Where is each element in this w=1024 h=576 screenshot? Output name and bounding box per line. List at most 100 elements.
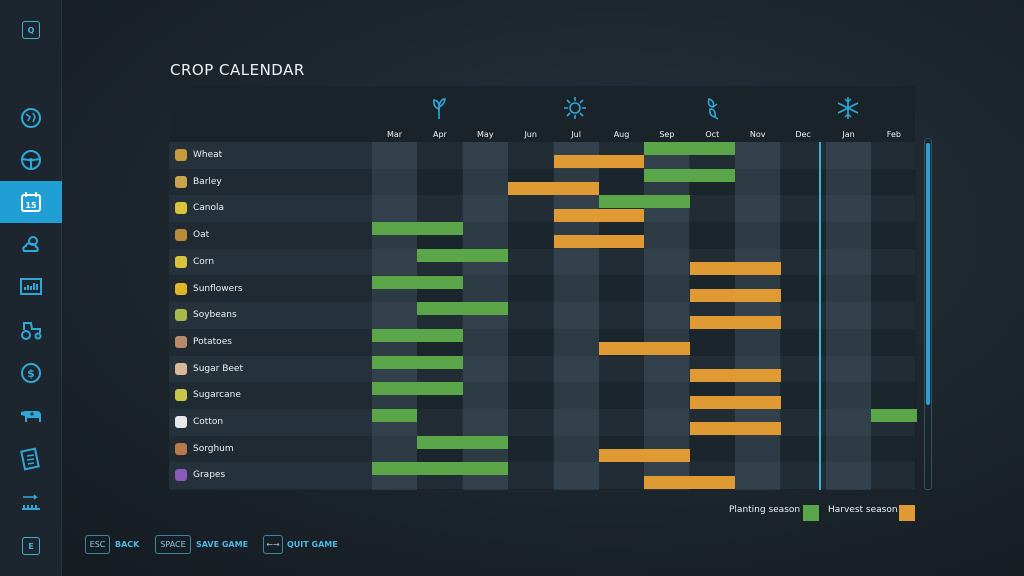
month-column-dec [780, 142, 826, 490]
month-label-may: May [477, 130, 494, 139]
harvest-bar [689, 422, 781, 436]
nav-vehicles[interactable] [0, 139, 62, 181]
oat-icon [175, 229, 187, 242]
month-column-jun [508, 142, 554, 490]
nav-production[interactable] [0, 481, 62, 523]
planting-bar [372, 222, 463, 236]
corn-icon [175, 255, 187, 268]
month-column-apr [417, 142, 463, 490]
calendar-icon: 15 [21, 192, 41, 212]
month-label-dec: Dec [795, 130, 811, 139]
month-label-jun: Jun [524, 130, 537, 139]
crop-row-sugar-beet: Sugar Beet [169, 355, 915, 383]
crop-row-grapes: Grapes [169, 462, 915, 490]
nav-calendar[interactable]: 15 [0, 181, 62, 223]
crop-name: Grapes [193, 470, 226, 481]
nav-weather[interactable] [0, 223, 62, 265]
nav-finances[interactable]: $ [0, 352, 62, 394]
planting-bar [372, 382, 463, 396]
production-icon [22, 494, 40, 510]
planting-bar [599, 195, 690, 209]
legend-planting-swatch [803, 505, 819, 521]
month-column-sep [644, 142, 690, 490]
spring-sprout-icon [433, 98, 446, 119]
harvest-bar [689, 315, 781, 329]
crop-row-potatoes: Potatoes [169, 328, 915, 356]
month-label-apr: Apr [432, 130, 447, 139]
soybeans-icon [175, 309, 187, 322]
nav-statistics[interactable] [0, 266, 62, 308]
sorghum-icon [175, 442, 187, 455]
month-label-feb: Feb [886, 130, 901, 139]
planting-bar [372, 275, 463, 289]
planting-bar [417, 302, 509, 316]
barley-icon [175, 175, 187, 188]
harvest-bar [599, 342, 690, 356]
month-label-jan: Jan [842, 130, 855, 139]
harvest-bar [599, 449, 690, 463]
sidebar: Q 15 $ E [0, 0, 62, 576]
svg-text:15: 15 [25, 201, 37, 210]
month-label-nov: Nov [749, 130, 766, 139]
crop-name: Sunflowers [193, 283, 243, 294]
harvest-bar [689, 262, 781, 276]
planting-bar [417, 435, 509, 449]
cow-icon [21, 411, 41, 422]
month-label-oct: Oct [705, 130, 720, 139]
save-game-button[interactable]: SAVE GAME [196, 540, 249, 549]
sugarcane-icon [175, 389, 187, 402]
current-date-line [819, 142, 822, 490]
crop-row-cotton: Cotton [169, 409, 915, 436]
crop-name: Soybeans [193, 310, 237, 321]
planting-bar [372, 355, 463, 369]
crop-name: Sugarcane [193, 390, 241, 401]
harvest-bar [508, 182, 599, 196]
back-button[interactable]: BACK [115, 540, 140, 549]
calendar-scrollbar[interactable] [924, 138, 932, 490]
back-key-badge[interactable]: ESC [85, 535, 110, 554]
quit-key-badge[interactable]: ←→ [263, 535, 283, 554]
sunflowers-icon [175, 282, 187, 295]
nav-animals[interactable] [0, 395, 62, 437]
planting-bar [644, 168, 736, 182]
crop-row-soybeans: Soybeans [169, 302, 915, 329]
scrollbar-thumb[interactable] [926, 143, 930, 405]
crop-name: Sorghum [193, 443, 234, 454]
planting-bar [417, 248, 509, 262]
month-label-aug: Aug [613, 130, 630, 139]
crop-calendar: Mar Apr May Jun Jul Aug Sep Oct Nov Dec Jan Feb Whe… [169, 86, 917, 490]
month-label-mar: Mar [386, 130, 403, 139]
month-column-may [462, 142, 508, 490]
planting-bar [372, 462, 509, 476]
winter-snowflake-icon [837, 97, 859, 119]
calendar-header: Mar Apr May Jun Jul Aug Sep Oct Nov Dec Jan Feb [169, 86, 915, 142]
crop-row-corn: Corn [169, 248, 915, 276]
nav-globe[interactable] [0, 97, 62, 139]
contracts-icon [20, 447, 40, 471]
crop-row-sugarcane: Sugarcane [169, 382, 915, 409]
autumn-leaves-icon [707, 97, 719, 120]
month-label-jul: Jul [571, 130, 581, 139]
crop-row-canola: Canola [169, 195, 915, 223]
cotton-icon [175, 416, 187, 428]
legend-harvest-swatch [899, 505, 915, 521]
crop-row-wheat: Wheat [169, 142, 915, 169]
dollar-icon: $ [21, 363, 41, 383]
nav-garage[interactable] [0, 309, 62, 351]
crop-row-oat: Oat [169, 222, 915, 249]
svg-text:$: $ [27, 367, 35, 380]
crop-name: Oat [193, 230, 210, 241]
crop-name: Canola [193, 203, 225, 214]
crop-name: Sugar Beet [193, 363, 243, 374]
potatoes-icon [175, 335, 187, 348]
quit-game-button[interactable]: QUIT GAME [287, 540, 338, 549]
planting-bar [372, 409, 418, 422]
save-key-badge[interactable]: SPACE [155, 535, 191, 554]
harvest-bar [553, 235, 645, 249]
month-column-aug [599, 142, 644, 490]
month-column-jul [553, 142, 599, 490]
crop-name: Potatoes [193, 336, 232, 347]
nav-contracts[interactable] [0, 438, 62, 480]
key-hint-q: Q [22, 21, 40, 39]
grapes-icon [175, 469, 187, 482]
